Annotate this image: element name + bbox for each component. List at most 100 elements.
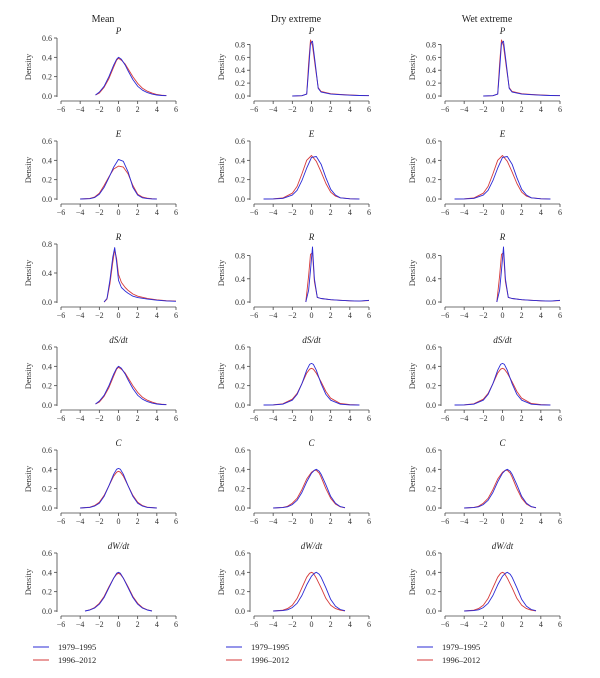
y-tick-label: 0.4 xyxy=(426,362,436,371)
panel-title: P xyxy=(499,26,506,36)
y-tick-label: 0.0 xyxy=(235,401,245,410)
x-tick-label: 4 xyxy=(348,105,352,114)
y-axis-label: Density xyxy=(407,156,417,183)
x-tick-label: 4 xyxy=(155,620,159,629)
panel-dry-extreme-e: E Density 0.0 0.2 0.4 0.6 −6 −4 −2 0 2 4 6 xyxy=(216,129,371,217)
series-line-1979-1995 xyxy=(292,40,370,97)
x-tick-label: 6 xyxy=(174,517,178,526)
x-tick-label: −2 xyxy=(479,414,488,423)
series-line-1996-2012 xyxy=(483,39,561,97)
x-tick-label: 0 xyxy=(310,311,314,320)
y-tick-label: 0.8 xyxy=(235,252,245,261)
panel-title: dS/dt xyxy=(302,335,321,345)
x-tick-label: −4 xyxy=(269,105,278,114)
y-tick-label: 0.4 xyxy=(42,269,52,278)
x-tick-label: 2 xyxy=(329,311,333,320)
x-tick-label: −4 xyxy=(460,517,469,526)
y-tick-label: 0.6 xyxy=(42,34,52,43)
x-tick-label: 6 xyxy=(367,105,371,114)
series-line-1979-1995 xyxy=(263,362,360,406)
y-tick-label: 0.2 xyxy=(235,485,245,494)
y-tick-label: 0.6 xyxy=(426,343,436,352)
x-tick-label: −6 xyxy=(250,620,259,629)
series-line-1979-1995 xyxy=(464,468,537,509)
legend-label: 1996–2012 xyxy=(251,655,289,665)
series-line-1979-1995 xyxy=(84,571,153,612)
series-line-1996-2012 xyxy=(103,249,177,303)
panel-wet-extreme-e: E Density 0.0 0.2 0.4 0.6 −6 −4 −2 0 2 4 6 xyxy=(407,129,562,217)
x-tick-label: −2 xyxy=(95,208,104,217)
panel-title: P xyxy=(115,26,122,36)
y-tick-label: 0.2 xyxy=(426,176,436,185)
series-line-1996-2012 xyxy=(292,39,370,97)
x-tick-label: 2 xyxy=(329,414,333,423)
x-tick-label: −2 xyxy=(95,311,104,320)
x-tick-label: 4 xyxy=(155,414,159,423)
legend-wet-extreme: 1979–1995 1996–2012 xyxy=(417,642,480,665)
x-tick-label: 6 xyxy=(174,208,178,217)
x-tick-label: −6 xyxy=(441,517,450,526)
panel-title: dW/dt xyxy=(301,541,323,551)
panel-dry-extreme-dwdt: dW/dt Density 0.0 0.2 0.4 0.6 −6 −4 −2 0 2 4 6 xyxy=(216,541,371,629)
panel-dry-extreme-dsdt: dS/dt Density 0.0 0.2 0.4 0.6 −6 −4 −2 0 2 4 6 xyxy=(216,335,371,423)
y-axis-label: Density xyxy=(23,156,33,183)
x-tick-label: −6 xyxy=(57,414,66,423)
x-tick-label: 2 xyxy=(520,620,524,629)
y-tick-label: 0.0 xyxy=(235,607,245,616)
x-tick-label: 6 xyxy=(367,208,371,217)
series-line-1996-2012 xyxy=(305,252,370,303)
y-tick-label: 0.4 xyxy=(235,465,245,474)
y-tick-label: 0.2 xyxy=(426,588,436,597)
x-tick-label: 4 xyxy=(155,105,159,114)
panel-mean-r: R Density 0.0 0.4 0.8 −6 −4 −2 0 2 4 6 xyxy=(23,232,178,320)
x-tick-label: 0 xyxy=(501,620,505,629)
x-tick-label: −4 xyxy=(76,311,85,320)
x-tick-label: 6 xyxy=(558,517,562,526)
y-axis-label: Density xyxy=(216,465,226,492)
x-tick-label: 6 xyxy=(367,414,371,423)
panel-title: C xyxy=(499,438,506,448)
x-tick-label: −6 xyxy=(250,311,259,320)
x-tick-label: −2 xyxy=(479,517,488,526)
panel-wet-extreme-c: C Density 0.0 0.2 0.4 0.6 −6 −4 −2 0 2 4 6 xyxy=(407,438,562,526)
x-tick-label: 0 xyxy=(310,208,314,217)
x-tick-label: −6 xyxy=(441,414,450,423)
panel-title: R xyxy=(308,232,315,242)
y-axis-label: Density xyxy=(23,362,33,389)
y-tick-label: 0.6 xyxy=(42,549,52,558)
x-tick-label: −2 xyxy=(479,105,488,114)
x-tick-label: −4 xyxy=(269,620,278,629)
x-tick-label: 2 xyxy=(520,208,524,217)
x-tick-label: −4 xyxy=(460,311,469,320)
x-tick-label: 2 xyxy=(520,105,524,114)
y-tick-label: 0.0 xyxy=(42,607,52,616)
series-line-1979-1995 xyxy=(273,468,346,509)
series-line-1996-2012 xyxy=(273,469,346,509)
y-tick-label: 0.6 xyxy=(42,137,52,146)
x-tick-label: −2 xyxy=(95,105,104,114)
panel-title: C xyxy=(115,438,122,448)
y-tick-label: 0.8 xyxy=(426,40,436,49)
panel-mean-p: P Density 0.0 0.2 0.4 0.6 −6 −4 −2 0 2 4 6 xyxy=(23,26,178,114)
x-tick-label: −6 xyxy=(441,208,450,217)
y-tick-label: 0.6 xyxy=(235,53,245,62)
x-tick-label: 6 xyxy=(367,311,371,320)
panel-wet-extreme-dsdt: dS/dt Density 0.0 0.2 0.4 0.6 −6 −4 −2 0 2 4 6 xyxy=(407,335,562,423)
x-tick-label: −4 xyxy=(76,208,85,217)
panel-dry-extreme-r: R Density 0.0 0.4 0.8 −6 −4 −2 0 2 4 6 xyxy=(216,232,371,320)
series-line-1979-1995 xyxy=(80,158,157,200)
x-tick-label: 0 xyxy=(117,311,121,320)
y-axis-label: Density xyxy=(23,568,33,595)
y-tick-label: 0.0 xyxy=(426,401,436,410)
panel-title: E xyxy=(308,129,315,139)
y-axis-label: Density xyxy=(216,156,226,183)
x-tick-label: −2 xyxy=(288,311,297,320)
y-axis-label: Density xyxy=(407,53,417,80)
x-tick-label: −2 xyxy=(288,414,297,423)
series-line-1979-1995 xyxy=(305,246,370,303)
series-line-1996-2012 xyxy=(95,57,167,97)
x-tick-label: 2 xyxy=(329,620,333,629)
series-line-1996-2012 xyxy=(80,470,157,509)
y-tick-label: 0.0 xyxy=(235,504,245,513)
panel-wet-extreme-dwdt: dW/dt Density 0.0 0.2 0.4 0.6 −6 −4 −2 0 2 4 6 xyxy=(407,541,562,629)
